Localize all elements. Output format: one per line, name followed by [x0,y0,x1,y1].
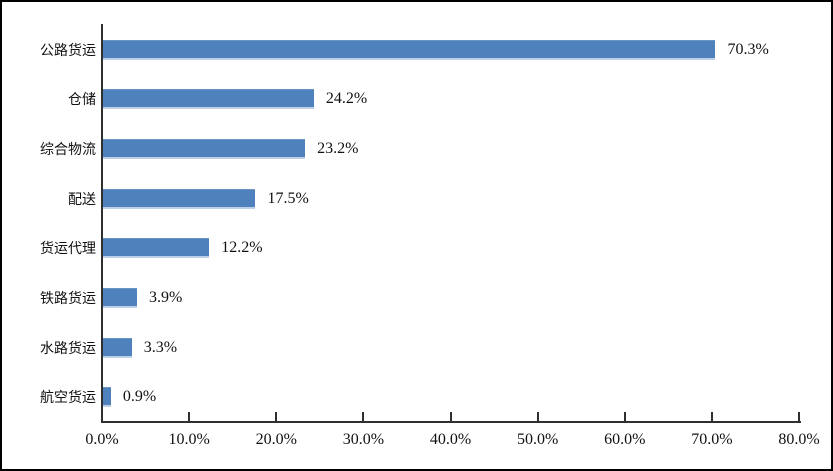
x-axis-tick-label: 20.0% [255,431,297,448]
x-axis-tick [536,412,539,421]
category-label: 航空货运 [40,391,96,407]
bar [103,139,306,160]
category-label: 综合物流 [40,143,96,159]
value-label: 23.2% [317,140,359,158]
bar [103,287,137,308]
x-axis-tick-label: 60.0% [604,431,646,448]
category-label: 水路货运 [40,341,96,357]
x-axis-tick-label: 50.0% [516,431,559,448]
x-axis-tick [362,412,365,421]
value-label: 0.9% [122,388,157,406]
bar [103,89,314,110]
x-axis-tick-label: 40.0% [429,431,472,448]
x-axis-tick-label: 70.0% [691,431,733,448]
value-label: 24.2% [325,90,368,108]
x-axis-line [101,421,801,423]
bar [103,337,132,358]
category-label: 公路货运 [40,43,96,59]
value-label: 3.9% [148,288,183,306]
bar [103,39,716,60]
bar [103,238,210,259]
x-axis-tick [623,412,626,421]
category-label: 配送 [68,192,96,208]
y-axis-line [101,24,103,421]
category-label: 铁路货运 [40,291,96,307]
category-label: 仓储 [68,93,96,109]
x-axis-tick-label: 80.0% [778,431,820,448]
x-axis-tick [275,412,278,421]
x-axis-tick-label: 0.0% [85,431,119,448]
x-axis-tick [798,412,800,421]
category-label: 货运代理 [40,242,96,258]
x-axis-tick [710,412,713,421]
value-label: 70.3% [727,40,769,58]
value-label: 12.2% [221,239,263,257]
value-label: 3.3% [143,338,178,356]
x-axis-tick-label: 10.0% [168,431,210,448]
bar [103,387,111,408]
x-axis-tick [449,412,452,421]
value-label: 17.5% [267,189,309,207]
bar [103,188,256,209]
x-axis-tick-label: 30.0% [342,431,385,448]
x-axis-tick [188,412,191,421]
